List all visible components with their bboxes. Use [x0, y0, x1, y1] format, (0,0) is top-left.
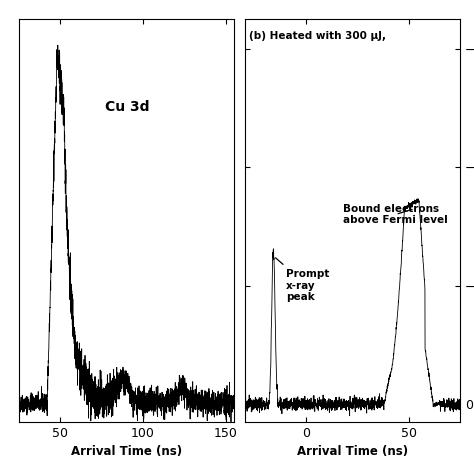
Text: (b) Heated with 300 μJ,: (b) Heated with 300 μJ, — [249, 31, 386, 41]
X-axis label: Arrival Time (ns): Arrival Time (ns) — [297, 445, 408, 458]
X-axis label: Arrival Time (ns): Arrival Time (ns) — [71, 445, 182, 458]
Text: Bound electrons
above Fermi level: Bound electrons above Fermi level — [343, 204, 448, 225]
Text: Cu 3d: Cu 3d — [105, 100, 149, 114]
Text: Prompt
x-ray
peak: Prompt x-ray peak — [275, 258, 329, 302]
